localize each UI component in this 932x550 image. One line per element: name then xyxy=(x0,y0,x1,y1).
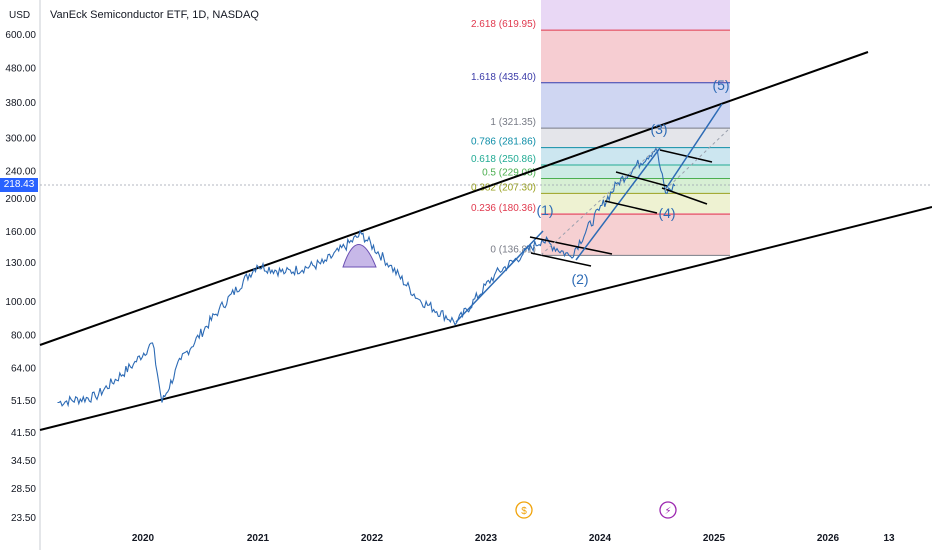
wave-label: (5) xyxy=(712,77,729,93)
wave-labels: (1) (2) (3) (4) (5) xyxy=(536,77,729,287)
x-tick-label: 2024 xyxy=(589,533,612,544)
upper-channel-line[interactable] xyxy=(39,51,869,346)
fib-level-label: 2.618 (619.95) xyxy=(471,19,536,30)
fib-level-label: 0.5 (229.08) xyxy=(482,168,536,179)
y-tick-label: 64.00 xyxy=(11,364,36,375)
x-tick-label: 2025 xyxy=(703,533,726,544)
currency-label: USD xyxy=(9,10,31,21)
wave-label: (1) xyxy=(536,202,553,218)
fib-level-label: 1.618 (435.40) xyxy=(471,72,536,83)
y-tick-label: 480.00 xyxy=(5,63,36,74)
fib-level-label: 0 (136.81) xyxy=(490,244,536,255)
wave-drawings[interactable] xyxy=(455,103,731,323)
x-tick-label: 13 xyxy=(883,533,895,544)
y-tick-label: 34.50 xyxy=(11,456,36,467)
svg-text:⚡: ⚡ xyxy=(664,506,671,517)
earnings-lightning-icon[interactable]: ⚡ xyxy=(659,501,677,519)
wave-label: (3) xyxy=(650,121,667,137)
y-tick-label: 240.00 xyxy=(5,167,36,178)
fib-level-label: 0.236 (180.36) xyxy=(471,203,536,214)
y-tick-label: 80.00 xyxy=(11,330,36,341)
dividend-icon[interactable]: $ xyxy=(515,501,533,519)
fib-level-label: 0.618 (250.86) xyxy=(471,154,536,165)
x-tick-label: 2020 xyxy=(132,533,155,544)
y-tick-label: 200.00 xyxy=(5,194,36,205)
y-tick-label: 380.00 xyxy=(5,98,36,109)
y-tick-label: 130.00 xyxy=(5,258,36,269)
wave-label: (2) xyxy=(571,271,588,287)
y-tick-label: 160.00 xyxy=(5,227,36,238)
fib-levels: 2.618 (619.95) 1.618 (435.40) 1 (321.35) 0.… xyxy=(471,19,730,256)
chart-title: VanEck Semiconductor ETF, 1D, NASDAQ xyxy=(50,9,259,21)
svg-text:$: $ xyxy=(521,506,527,517)
y-tick-label: 300.00 xyxy=(5,133,36,144)
fib-level-label: 0.786 (281.86) xyxy=(471,137,536,148)
x-tick-label: 2023 xyxy=(475,533,498,544)
price-axis[interactable]: 600.00 480.00 380.00 300.00 240.00 200.00 160.… xyxy=(5,30,36,524)
fib-zones xyxy=(541,0,730,255)
time-axis[interactable]: 2020 2021 2022 2023 2024 2025 2026 13 xyxy=(132,533,895,544)
fib-level-label: 0.382 (207.30) xyxy=(471,182,536,193)
y-tick-label: 41.50 xyxy=(11,428,36,439)
wave-label: (4) xyxy=(658,205,675,221)
y-tick-label: 23.50 xyxy=(11,513,36,524)
last-price-tag: 218.43 xyxy=(0,178,38,192)
x-tick-label: 2021 xyxy=(247,533,270,544)
fib-level-label: 1 (321.35) xyxy=(490,117,536,128)
y-tick-label: 51.50 xyxy=(11,396,36,407)
lower-channel-line[interactable] xyxy=(39,206,932,431)
x-tick-label: 2026 xyxy=(817,533,840,544)
x-tick-label: 2022 xyxy=(361,533,384,544)
price-line xyxy=(57,146,676,408)
y-tick-label: 28.50 xyxy=(11,484,36,495)
top-arc-shape[interactable] xyxy=(342,244,377,268)
y-tick-label: 100.00 xyxy=(5,297,36,308)
y-tick-label: 600.00 xyxy=(5,30,36,41)
